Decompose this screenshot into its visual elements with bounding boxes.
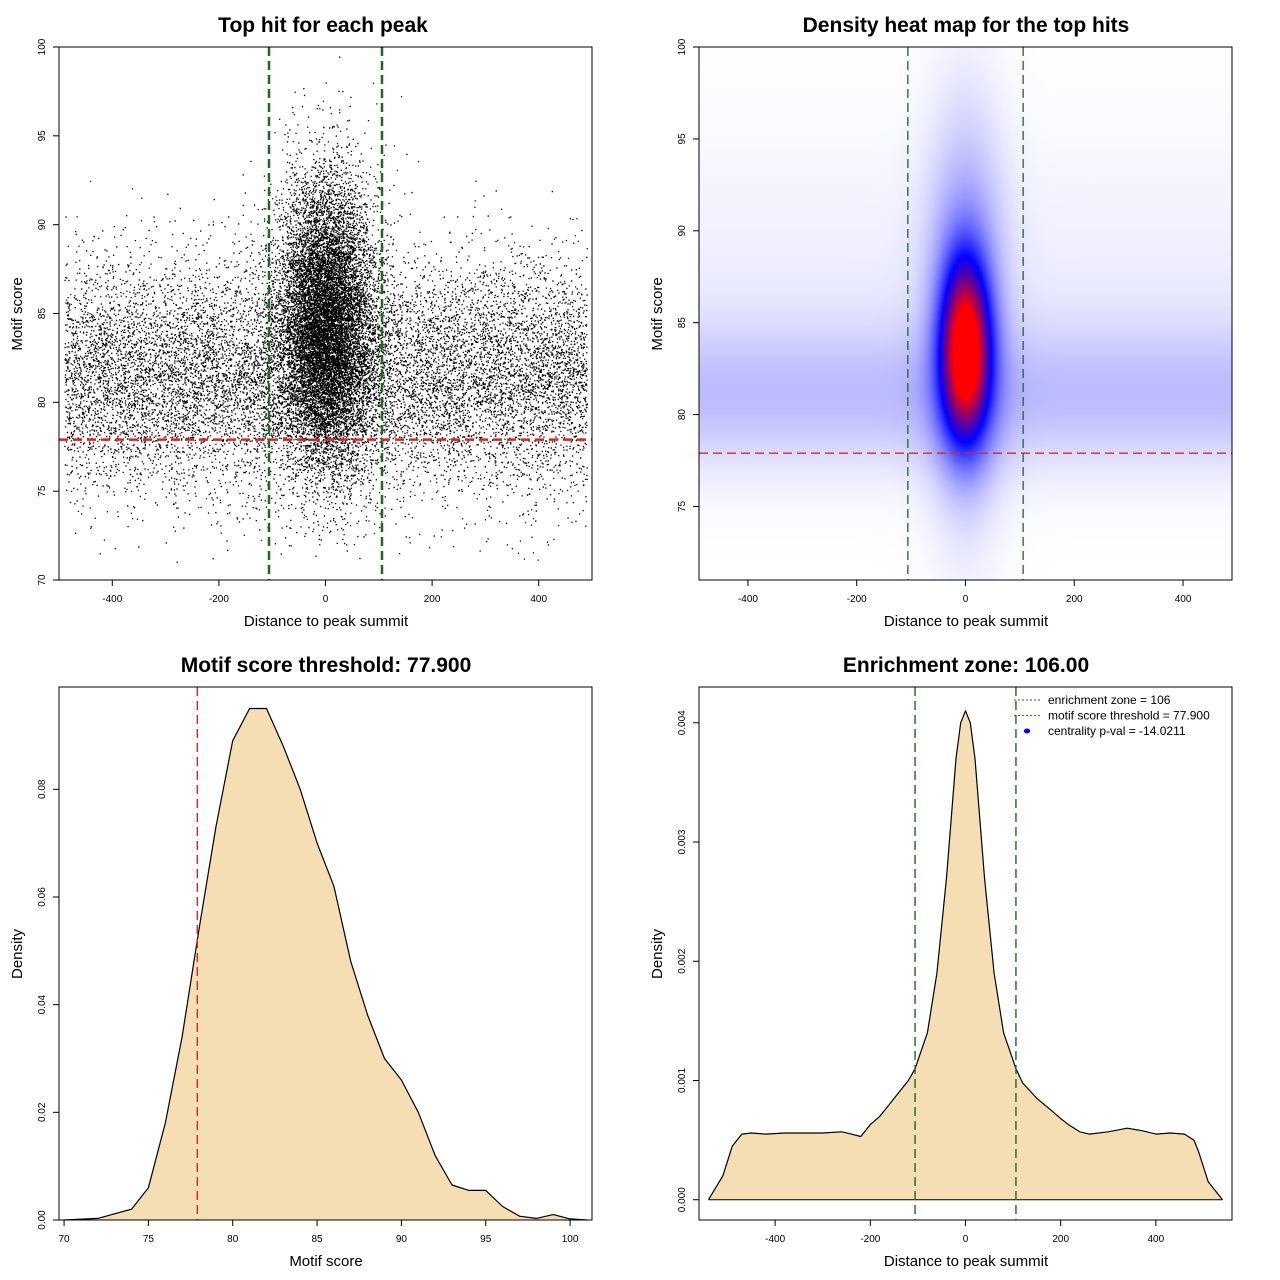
data-points (64, 56, 589, 563)
x-tick-label: 0 (963, 1234, 969, 1245)
x-tick-label: -200 (860, 1234, 880, 1245)
y-tick-label: 0.08 (37, 779, 48, 799)
x-tick-label: 400 (1148, 1234, 1165, 1245)
y-tick-label: 0.003 (677, 829, 688, 854)
x-tick-label: 0 (323, 594, 329, 605)
y-tick-label: 75 (677, 500, 688, 512)
heatmap-panel: Density heat map for the top hits Distan… (649, 14, 1233, 630)
x-tick-label: 95 (480, 1234, 492, 1245)
chart-title: Density heat map for the top hits (803, 14, 1130, 37)
y-tick-label: 95 (37, 130, 48, 142)
y-tick-label: 70 (37, 574, 48, 586)
y-axis-label: Density (649, 928, 666, 979)
y-axis-label: Density (9, 928, 26, 979)
density-curve (64, 707, 587, 1221)
y-tick-label: 85 (677, 317, 688, 329)
x-tick-label: 85 (312, 1234, 324, 1245)
y-tick-label: 0.02 (37, 1102, 48, 1122)
y-tick-label: 0.004 (677, 710, 688, 735)
plot-frame (698, 46, 1233, 581)
x-axis-label: Distance to peak summit (884, 613, 1049, 630)
y-tick-label: 90 (677, 225, 688, 237)
x-tick-label: -400 (738, 594, 758, 605)
y-tick-label: 0.002 (677, 948, 688, 973)
x-tick-label: 0 (963, 594, 969, 605)
x-tick-label: 75 (143, 1234, 155, 1245)
plot-frame (58, 46, 593, 581)
y-tick-label: 0.000 (677, 1187, 688, 1212)
x-tick-label: 70 (58, 1234, 70, 1245)
y-tick-label: 0.001 (677, 1068, 688, 1093)
x-tick-label: 200 (1052, 1234, 1069, 1245)
x-tick-label: 200 (424, 594, 441, 605)
scatter-points (64, 56, 589, 563)
distance-density-panel: Enrichment zone: 106.00 Distance to peak… (649, 654, 1233, 1270)
legend-point-swatch (1023, 728, 1031, 734)
scatter-panel: Top hit for each peak Distance to peak s… (9, 14, 593, 630)
plot-frame (698, 686, 1233, 1221)
y-tick-label: 95 (677, 133, 688, 145)
density-area (64, 708, 587, 1220)
x-tick-label: 90 (396, 1234, 408, 1245)
legend: enrichment zone = 106 motif score thresho… (1014, 693, 1210, 738)
x-tick-label: 80 (227, 1234, 239, 1245)
x-tick-label: -400 (765, 1234, 785, 1245)
x-axis-label: Distance to peak summit (884, 1253, 1049, 1270)
density-curve (707, 710, 1223, 1201)
y-tick-label: 90 (37, 219, 48, 231)
legend-label: motif score threshold = 77.900 (1048, 709, 1210, 723)
y-axis-label: Motif score (9, 277, 26, 350)
x-axis-label: Motif score (289, 1253, 362, 1270)
y-tick-label: 100 (37, 38, 48, 55)
y-tick-label: 85 (37, 308, 48, 320)
x-tick-label: -400 (102, 594, 122, 605)
x-tick-label: -200 (847, 594, 867, 605)
chart-title: Top hit for each peak (218, 14, 428, 37)
y-tick-label: 100 (677, 38, 688, 55)
chart-title: Enrichment zone: 106.00 (843, 654, 1089, 677)
x-tick-label: 100 (562, 1234, 579, 1245)
x-tick-label: 200 (1066, 594, 1083, 605)
score-density-panel: Motif score threshold: 77.900 Motif scor… (9, 654, 593, 1270)
density-area (708, 710, 1223, 1200)
legend-label: centrality p-val = -14.0211 (1048, 724, 1186, 738)
y-tick-label: 0.00 (37, 1210, 48, 1230)
x-tick-label: -200 (209, 594, 229, 605)
y-tick-label: 75 (37, 485, 48, 497)
plot-frame (58, 686, 593, 1221)
y-axis-label: Motif score (649, 277, 666, 350)
density-heatmap (699, 47, 1232, 580)
x-tick-label: 400 (530, 594, 547, 605)
y-tick-label: 80 (37, 396, 48, 408)
legend-label: enrichment zone = 106 (1048, 693, 1171, 707)
chart-title: Motif score threshold: 77.900 (181, 654, 472, 677)
x-axis-label: Distance to peak summit (244, 613, 409, 630)
x-tick-label: 400 (1175, 594, 1192, 605)
y-tick-label: 0.04 (37, 994, 48, 1014)
y-tick-label: 0.06 (37, 887, 48, 907)
y-tick-label: 80 (677, 409, 688, 421)
